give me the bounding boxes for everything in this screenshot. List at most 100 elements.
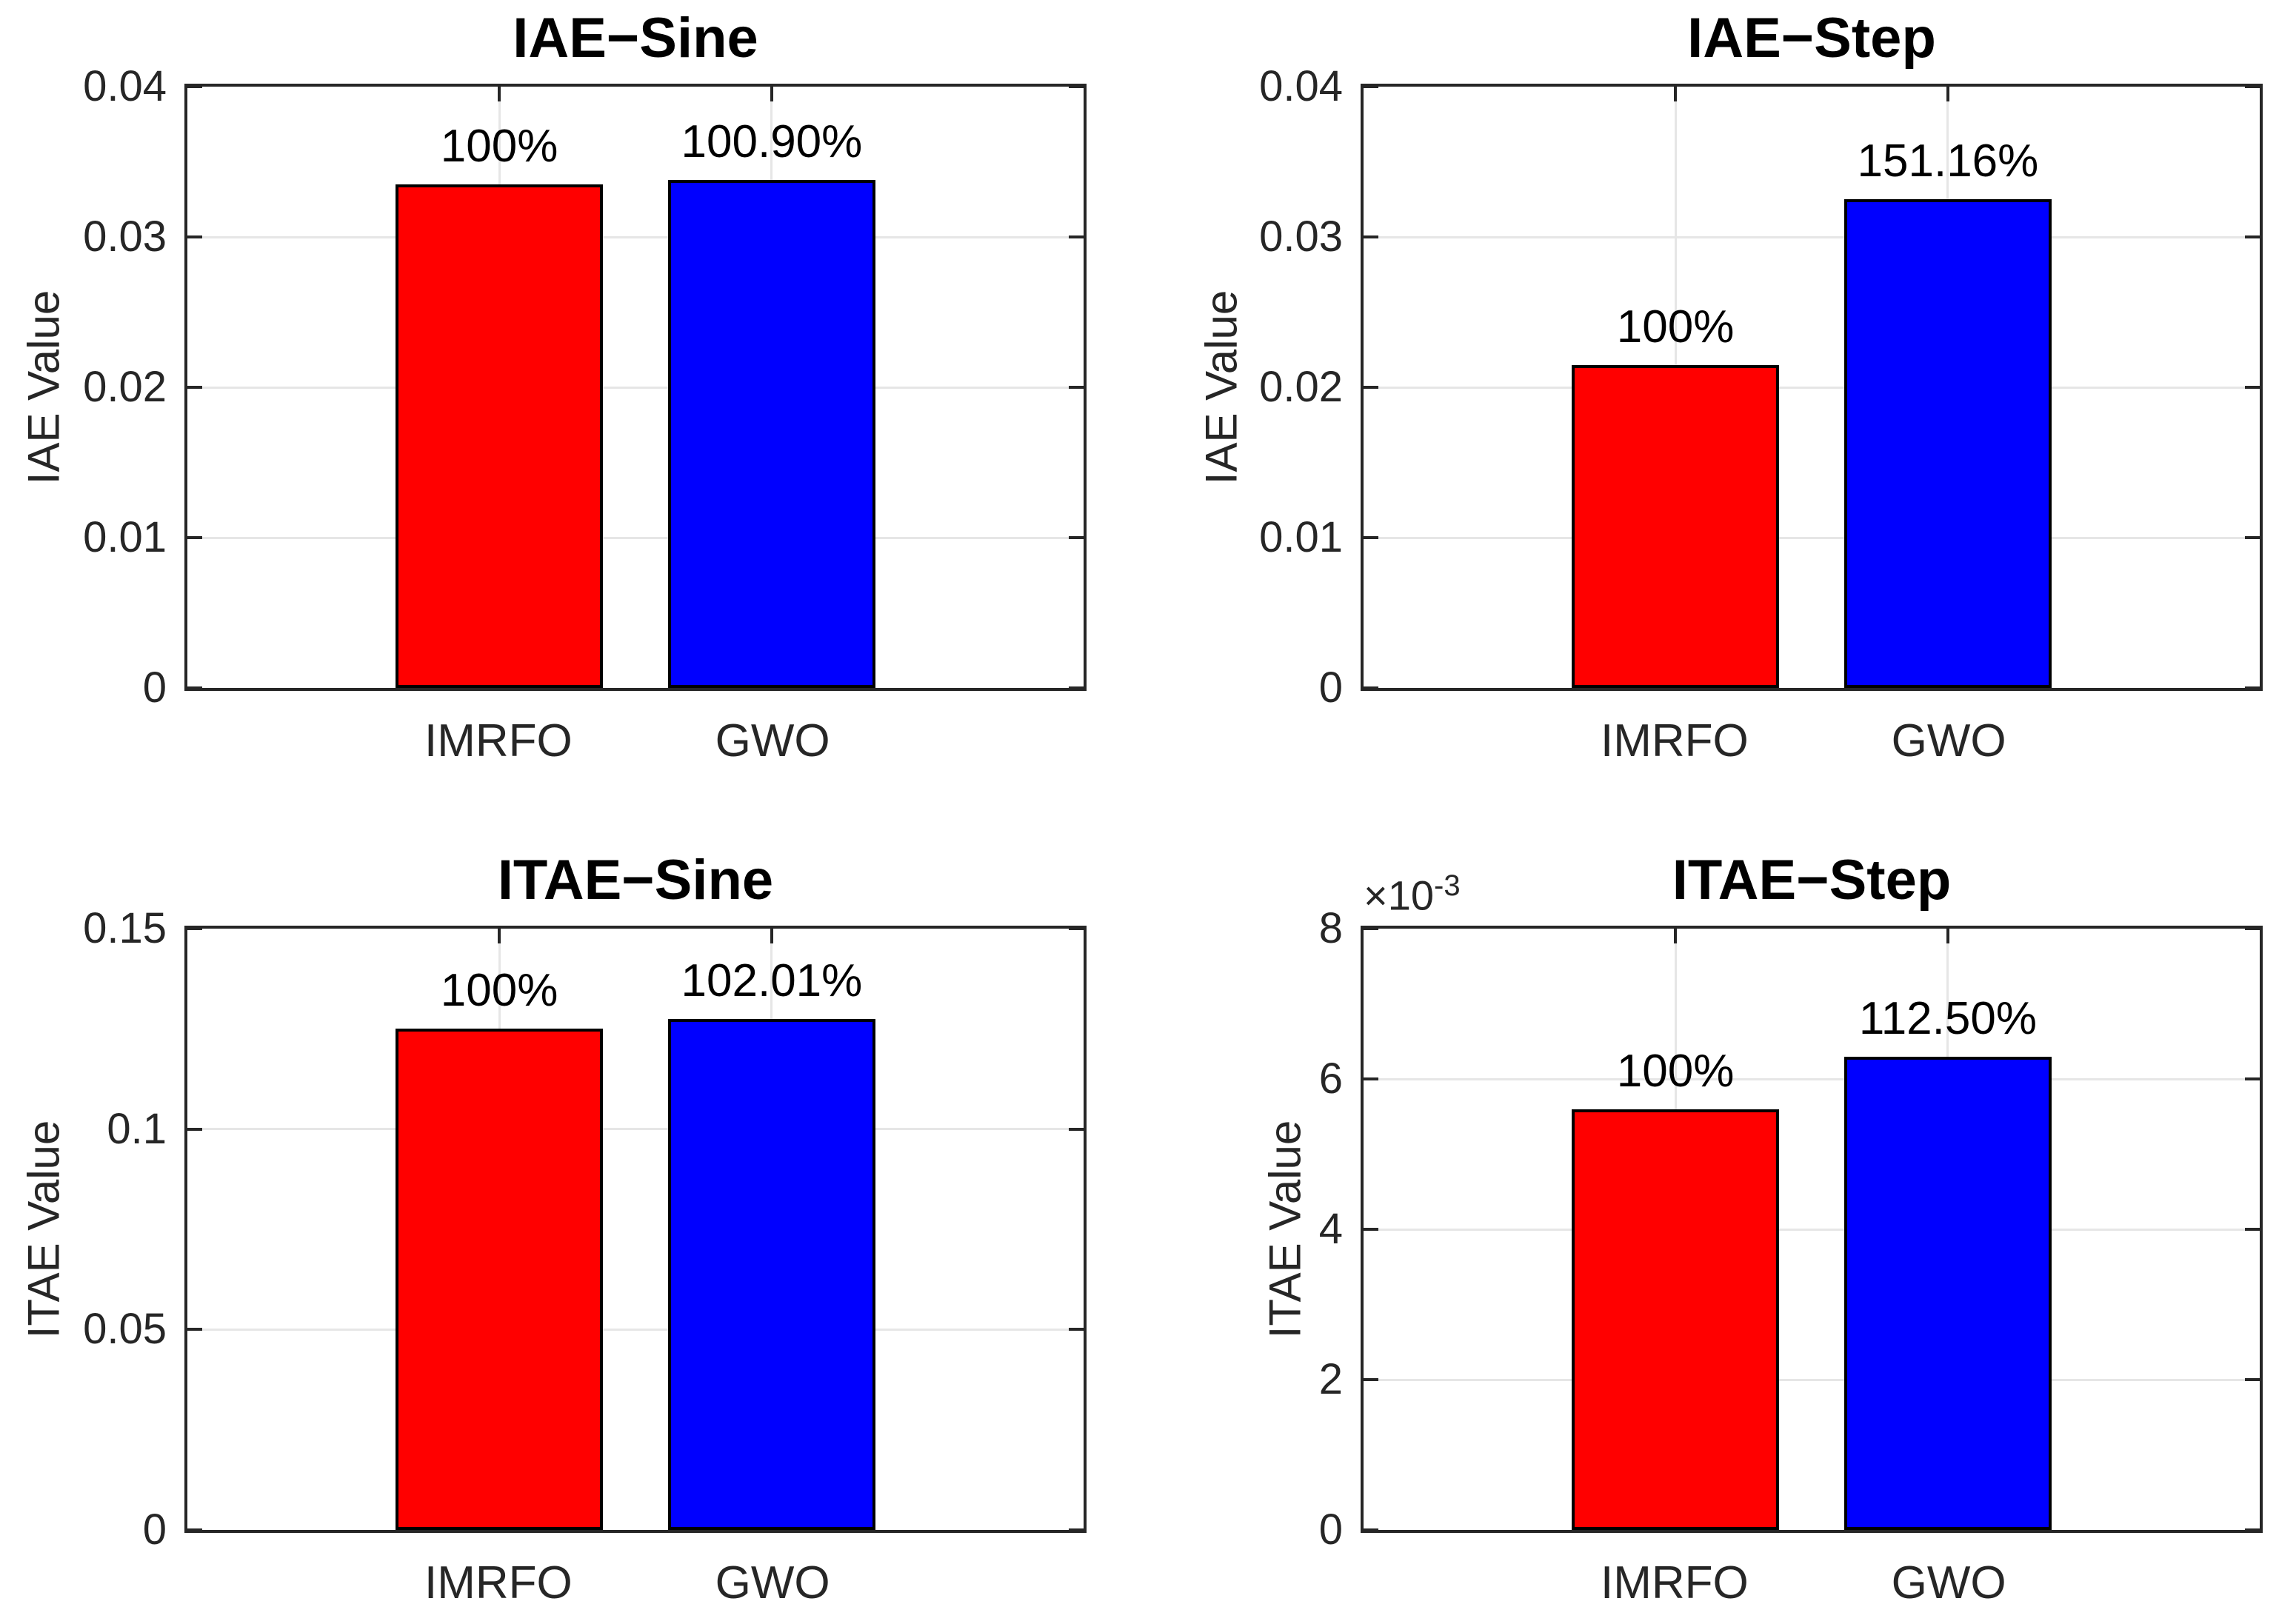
x-tick-label-gwo: GWO [1891,715,2006,766]
y-tick-label: 0.1 [107,1104,167,1153]
gridline-horizontal [187,536,1084,539]
y-axis-label: IAE Value [1196,290,1247,485]
x-tick-label-imrfo: IMRFO [424,715,573,766]
subplot-top-right: IAE−Step IAE Value 0 0.01 0.02 0.03 0.04 100%… [1197,7,2263,766]
y-tick-mark-left [1364,386,1378,389]
bar-value-label: 100% [440,965,558,1017]
y-tick-label: 0 [1318,664,1343,712]
y-axis-label: ITAE Value [19,1120,69,1339]
y-tick-mark-right [1069,386,1084,389]
x-tick-mark-top [1674,87,1678,101]
y-tick-label: 0.01 [1259,513,1343,561]
chart-title: IAE−Step [1687,7,1936,70]
y-tick-label: 0 [142,1506,167,1554]
gridline-horizontal [187,386,1084,389]
y-tick-label: 0.04 [83,62,167,110]
y-tick-label: 0 [1318,1506,1343,1554]
y-tick-mark-right [1069,1528,1084,1531]
plot-area: 0 0.01 0.02 0.03 0.04 100% 100.90% [83,65,1087,709]
y-tick-mark-left [187,386,202,389]
bar-value-label: 100.90% [681,116,863,167]
bar-gwo [1843,1056,2052,1530]
x-tick-mark-top [498,87,501,101]
y-tick-label: 0.02 [1259,363,1343,411]
x-tick-label-imrfo: IMRFO [1600,1557,1749,1608]
x-tick-label-gwo: GWO [715,1557,830,1608]
gridline-horizontal [1364,386,2260,389]
y-tick-mark-right [1069,1127,1084,1131]
gridline-horizontal [1364,1228,2260,1231]
y-tick-mark-left [1364,536,1378,539]
y-tick-mark-right [2245,386,2260,389]
y-tick-label: 2 [1318,1355,1343,1403]
plot-area: 0 0.05 0.1 0.15 100% 102.01% [83,907,1087,1551]
x-tick-mark-top [1946,87,1949,101]
gridline-horizontal [1364,536,2260,539]
y-tick-mark-right [2245,1077,2260,1080]
gridline-horizontal [1364,1077,2260,1080]
bar-imrfo [396,1029,604,1530]
y-tick-mark-left [1364,1077,1378,1080]
x-tick-mark-top [770,87,773,101]
x-tick-label-imrfo: IMRFO [424,1557,573,1608]
plot-area: 0 0.01 0.02 0.03 0.04 100% 151.16% [1259,65,2263,709]
y-tick-mark-right [1069,1328,1084,1331]
y-tick-label: 0.03 [83,213,167,261]
chart-title: ITAE−Step [1672,849,1952,912]
y-tick-mark-right [1069,235,1084,238]
y-tick-mark-left [187,85,202,88]
subplot-top-left: IAE−Sine IAE Value 0 0.01 0.02 0.03 0.04 100%… [19,7,1087,766]
y-tick-mark-right [2245,1528,2260,1531]
x-tick-mark-top [1946,929,1949,943]
y-tick-mark-left [1364,235,1378,238]
multiplier-exponent: -3 [1434,869,1461,903]
x-tick-mark-top [770,929,773,943]
y-tick-label: 0.03 [1259,213,1343,261]
y-tick-mark-right [1069,927,1084,930]
y-tick-mark-left [187,686,202,689]
y-tick-label: 0.05 [83,1305,167,1354]
gridline-horizontal [1364,235,2260,238]
x-tick-label-gwo: GWO [715,715,830,766]
y-tick-label: 0.02 [83,363,167,411]
y-axis-label: ITAE Value [1260,1120,1310,1339]
bar-gwo [667,1018,875,1530]
gridline-horizontal [1364,1378,2260,1381]
x-tick-label-imrfo: IMRFO [1600,715,1749,766]
y-tick-mark-left [1364,686,1378,689]
bar-gwo [667,179,875,688]
y-tick-label: 0.04 [1259,62,1343,110]
y-tick-mark-right [1069,85,1084,88]
y-tick-mark-right [1069,536,1084,539]
y-axis-label: IAE Value [19,290,69,485]
y-tick-label: 6 [1318,1055,1343,1103]
y-tick-mark-left [187,235,202,238]
y-tick-mark-left [1364,927,1378,930]
x-tick-mark-top [498,929,501,943]
bar-value-label: 151.16% [1857,136,2039,187]
chart-title: ITAE−Sine [497,849,774,912]
bar-gwo [1843,199,2052,688]
y-tick-label: 0.15 [83,904,167,952]
y-tick-mark-left [187,1528,202,1531]
y-tick-mark-left [187,1127,202,1131]
bar-value-label: 102.01% [681,955,863,1006]
y-tick-label: 0 [142,664,167,712]
x-tick-label-gwo: GWO [1891,1557,2006,1608]
bar-value-label: 100% [440,120,558,172]
y-tick-mark-left [1364,1378,1378,1381]
multiplier-base: ×10 [1364,872,1434,919]
y-tick-mark-right [2245,85,2260,88]
subplot-bottom-left: ITAE−Sine ITAE Value 0 0.05 0.1 0.15 100% 102… [19,849,1087,1608]
y-tick-mark-left [1364,1228,1378,1231]
gridline-horizontal [187,235,1084,238]
plot-area: 0 2 4 6 8 100% 112.50% [1319,907,2263,1551]
bar-value-label: 100% [1616,1045,1735,1097]
y-axis-multiplier: ×10-3 [1364,869,1461,920]
gridline-horizontal [187,1328,1084,1331]
bar-value-label: 112.50% [1858,992,2037,1044]
y-tick-mark-right [2245,536,2260,539]
y-tick-label: 8 [1318,904,1343,952]
y-tick-mark-right [2245,686,2260,689]
